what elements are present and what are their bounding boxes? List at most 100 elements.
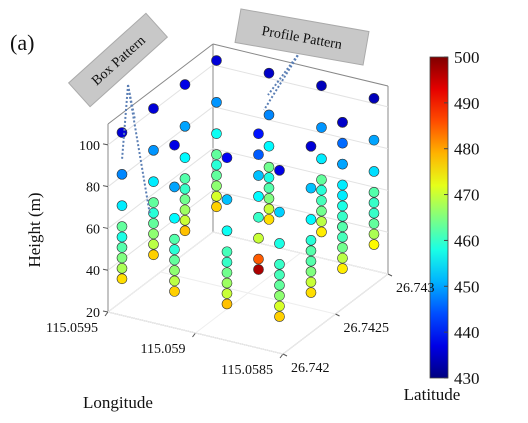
data-point [337,200,348,212]
data-point [179,215,191,226]
data-point [221,256,233,268]
data-point [179,152,191,163]
data-point [116,231,128,243]
data-point [316,195,327,206]
data-point [253,149,264,160]
data-point [211,180,222,192]
data-point [316,205,327,217]
data-point [116,221,128,232]
data-point [169,254,180,266]
data-point [305,182,317,194]
data-point [169,244,180,255]
data-point [316,80,327,92]
data-point [211,55,222,66]
tick-mark [282,353,288,357]
data-point [253,191,264,202]
data-point [253,232,264,244]
data-point [263,67,275,79]
data-point [368,228,380,240]
colorbar-scale [429,56,449,379]
data-point [179,79,191,90]
frame-edge [212,43,389,87]
z-tick-label: 60 [86,222,100,237]
data-point [211,159,222,171]
tick-mark [104,311,109,317]
data-point [116,252,128,264]
data-point [316,226,327,238]
y-tick-label: 26.743 [396,281,435,296]
data-point [179,121,191,132]
grid-line [212,64,389,108]
data-point [116,200,128,211]
tick-mark [102,143,109,146]
annotation-pointer [121,51,301,216]
data-point [305,141,317,152]
colorbar-tick-label: 490 [454,94,480,113]
data-point [337,158,348,170]
annotation-box: Box Pattern [67,12,169,108]
data-point [263,182,275,194]
tick-mark [102,226,109,229]
data-point [274,279,285,291]
data-point [316,174,327,186]
data-point [253,128,264,140]
y-tick-label: 26.742 [291,361,330,376]
data-point [263,203,275,215]
tick-mark [102,185,109,188]
data-point [148,239,159,250]
colorbar-tick-label: 470 [454,186,480,205]
data-point [169,139,180,151]
data-point [274,269,285,281]
data-point [169,181,180,193]
data-point [169,286,180,297]
data-point [221,225,233,237]
data-point [305,245,317,257]
tick-mark [279,353,284,359]
data-point [179,194,191,205]
data-points [116,55,380,322]
data-point [148,145,159,156]
data-point [221,298,233,310]
z-tick-label: 40 [86,264,100,279]
data-point [211,97,222,108]
data-point [179,204,191,216]
data-point [116,127,128,138]
grid-line [160,271,336,315]
data-point [368,239,380,250]
data-point [169,212,180,224]
data-point [337,221,348,233]
data-point [211,191,222,202]
colorbar-tick-label: 430 [454,369,480,388]
data-point [221,288,233,299]
data-point [169,275,180,287]
data-point [253,170,264,181]
data-point [274,300,285,312]
data-point [316,153,327,165]
data-point [148,249,159,261]
data-point [337,179,348,191]
data-point [337,117,348,128]
data-point [337,263,348,274]
data-point [337,137,348,149]
data-point [148,207,159,219]
data-point [116,169,128,180]
data-point [368,93,380,104]
data-point [368,187,380,198]
data-point [305,287,317,298]
colorbar-tick-label: 440 [454,323,480,342]
data-point [169,233,180,245]
data-point [221,277,233,289]
data-point [263,172,275,183]
colorbar-tick-label: 500 [454,48,480,67]
colorbar-tick-label: 460 [454,231,480,250]
data-point [337,252,348,264]
data-point [274,206,285,218]
tick-mark [192,332,196,338]
colorbar-tick-label: 450 [454,277,480,296]
grid-line [107,311,284,355]
data-point [179,173,191,184]
data-point [263,214,275,225]
data-point [179,225,191,237]
data-point [337,190,348,201]
data-point [337,242,348,253]
